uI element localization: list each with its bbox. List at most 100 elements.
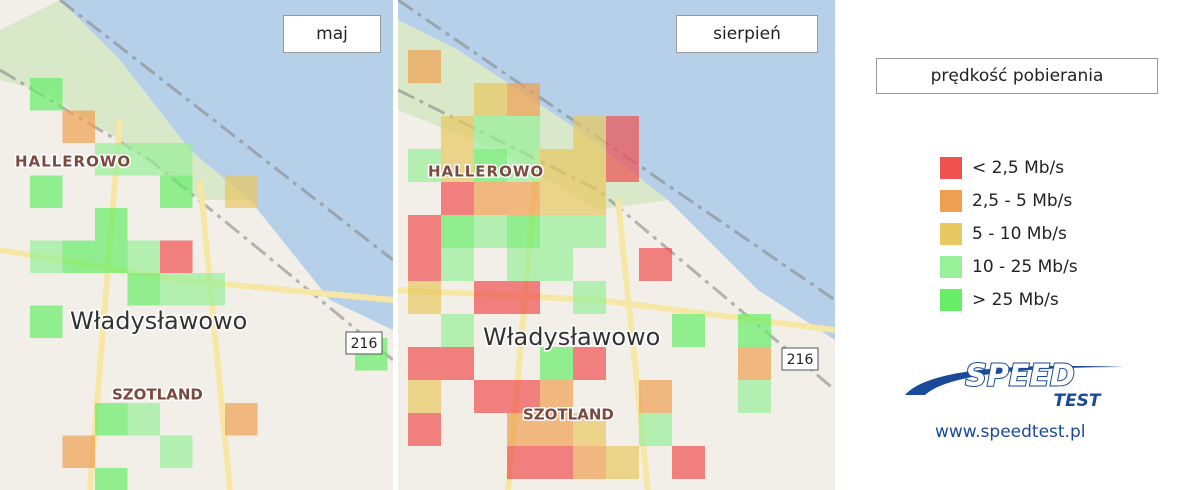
speed-cell: [573, 215, 606, 248]
speed-cell: [507, 116, 540, 149]
speed-cell: [606, 149, 639, 182]
speed-cell: [474, 215, 507, 248]
speed-cell: [573, 116, 606, 149]
speed-cell: [738, 314, 771, 347]
speed-cell: [225, 403, 258, 436]
speed-cell: [507, 182, 540, 215]
speed-cell: [408, 380, 441, 413]
panel-title: maj: [283, 15, 381, 53]
speed-cell: [95, 240, 128, 273]
speed-cell: [225, 175, 258, 208]
speed-cell: [30, 240, 63, 273]
speed-cell: [441, 182, 474, 215]
speed-cell: [160, 435, 193, 468]
speed-cell: [474, 182, 507, 215]
legend-swatch: [940, 223, 962, 245]
road-label: 216: [787, 352, 814, 368]
logo-name: SPEED: [965, 359, 1074, 394]
speed-cell: [540, 413, 573, 446]
speed-cell: [408, 413, 441, 446]
legend-label: 10 - 25 Mb/s: [972, 257, 1078, 277]
speed-cell: [441, 314, 474, 347]
legend-swatch: [940, 157, 962, 179]
speed-cell: [540, 248, 573, 281]
speed-cell: [672, 314, 705, 347]
speed-cell: [573, 281, 606, 314]
speed-cell: [441, 116, 474, 149]
legend-item: < 2,5 Mb/s: [940, 157, 1064, 179]
town-label: Władysławowo: [483, 323, 660, 351]
speed-cell: [408, 347, 441, 380]
speed-cell: [507, 215, 540, 248]
legend-item: 10 - 25 Mb/s: [940, 256, 1078, 278]
speed-cell: [408, 248, 441, 281]
logo-sub: TEST: [1053, 391, 1101, 411]
legend-swatch: [940, 256, 962, 278]
speed-cell: [540, 215, 573, 248]
speed-cell: [30, 175, 63, 208]
panel-title: sierpień: [676, 15, 818, 53]
town-label: Władysławowo: [70, 307, 247, 335]
speed-cell: [30, 305, 63, 338]
speed-cell: [62, 240, 95, 273]
speed-cell: [127, 403, 160, 436]
legend-item: > 25 Mb/s: [940, 289, 1059, 311]
speed-cell: [127, 273, 160, 306]
speed-cell: [408, 50, 441, 83]
speed-cell: [474, 149, 507, 182]
speed-cell: [507, 446, 540, 479]
legend-label: > 25 Mb/s: [972, 290, 1059, 310]
speed-cell: [639, 413, 672, 446]
speed-cell: [672, 446, 705, 479]
legend-item: 2,5 - 5 Mb/s: [940, 190, 1072, 212]
speed-cell: [127, 240, 160, 273]
speed-cell: [540, 182, 573, 215]
speed-cell: [441, 248, 474, 281]
district-label: HALLEROWO: [15, 153, 131, 171]
speed-cell: [408, 215, 441, 248]
legend-label: < 2,5 Mb/s: [972, 158, 1065, 178]
legend-swatch: [940, 190, 962, 212]
road-label: 216: [351, 336, 378, 352]
speed-cell: [507, 281, 540, 314]
speed-cell: [408, 281, 441, 314]
speed-cell: [95, 468, 128, 490]
speed-cell: [95, 403, 128, 436]
speed-cell: [127, 143, 160, 176]
map-panel: HALLEROWO Władysławowo SZOTLAND 216: [398, 0, 835, 490]
map-panel: HALLEROWO Władysławowo SZOTLAND 216: [0, 0, 393, 490]
speed-cell: [95, 143, 128, 176]
speed-cell: [639, 380, 672, 413]
speed-cell: [540, 446, 573, 479]
speed-cell: [573, 413, 606, 446]
speed-cell: [606, 446, 639, 479]
speed-cell: [160, 143, 193, 176]
url: www.speedtest.pl: [935, 422, 1086, 442]
speed-cell: [606, 116, 639, 149]
legend-item: 5 - 10 Mb/s: [940, 223, 1067, 245]
speed-cell: [474, 83, 507, 116]
speed-cell: [540, 347, 573, 380]
speed-cell: [507, 248, 540, 281]
speed-cell: [639, 248, 672, 281]
speed-cell: [573, 149, 606, 182]
speed-cell: [507, 380, 540, 413]
legend-swatch: [940, 289, 962, 311]
speed-cell: [474, 380, 507, 413]
speed-cell: [507, 149, 540, 182]
speed-cell: [441, 347, 474, 380]
speed-cell: [95, 208, 128, 241]
district-label: SZOTLAND: [112, 386, 203, 404]
speed-cell: [540, 380, 573, 413]
speed-cell: [507, 413, 540, 446]
speed-cell: [507, 83, 540, 116]
legend-label: 5 - 10 Mb/s: [972, 224, 1067, 244]
speed-cell: [474, 116, 507, 149]
speed-cell: [573, 182, 606, 215]
speed-cell: [30, 78, 63, 111]
speed-cell: [441, 149, 474, 182]
speed-cell: [738, 347, 771, 380]
speed-cell: [62, 110, 95, 143]
speed-cell: [540, 149, 573, 182]
